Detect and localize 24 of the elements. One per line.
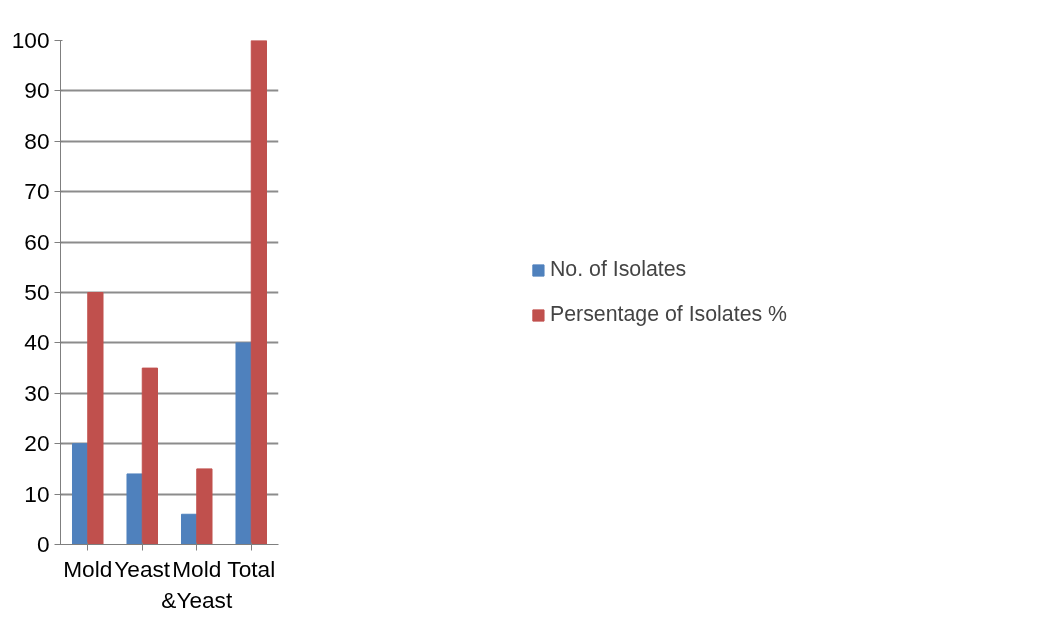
x-tick-label: Total [227, 555, 276, 582]
y-tick-label: 60 [24, 228, 50, 255]
bar [87, 292, 104, 545]
x-tick-label: Yeast [114, 555, 171, 582]
y-tick-label: 80 [24, 127, 50, 154]
bar [235, 342, 252, 545]
bar [250, 40, 268, 545]
legend-label: No. of Isolates [549, 257, 687, 282]
x-tick-label: Mold [63, 555, 113, 582]
bar [126, 473, 143, 545]
legend-label: Persentage of Isolates % [549, 302, 788, 327]
bar [180, 513, 198, 545]
bar [71, 443, 89, 545]
y-tick-label: 100 [11, 27, 50, 53]
y-tick-label: 50 [24, 279, 50, 305]
y-tick-label: 40 [24, 329, 50, 356]
y-tick-label: 0 [36, 531, 50, 557]
bar [196, 468, 213, 545]
bar [141, 367, 159, 545]
y-tick-label: 10 [24, 480, 50, 507]
y-tick-label: 30 [24, 379, 50, 406]
y-tick-label: 20 [24, 430, 50, 457]
y-tick-label: 90 [24, 77, 50, 104]
y-tick-label: 70 [24, 178, 50, 205]
